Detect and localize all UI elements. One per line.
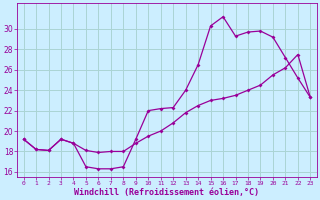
X-axis label: Windchill (Refroidissement éolien,°C): Windchill (Refroidissement éolien,°C) <box>75 188 260 197</box>
